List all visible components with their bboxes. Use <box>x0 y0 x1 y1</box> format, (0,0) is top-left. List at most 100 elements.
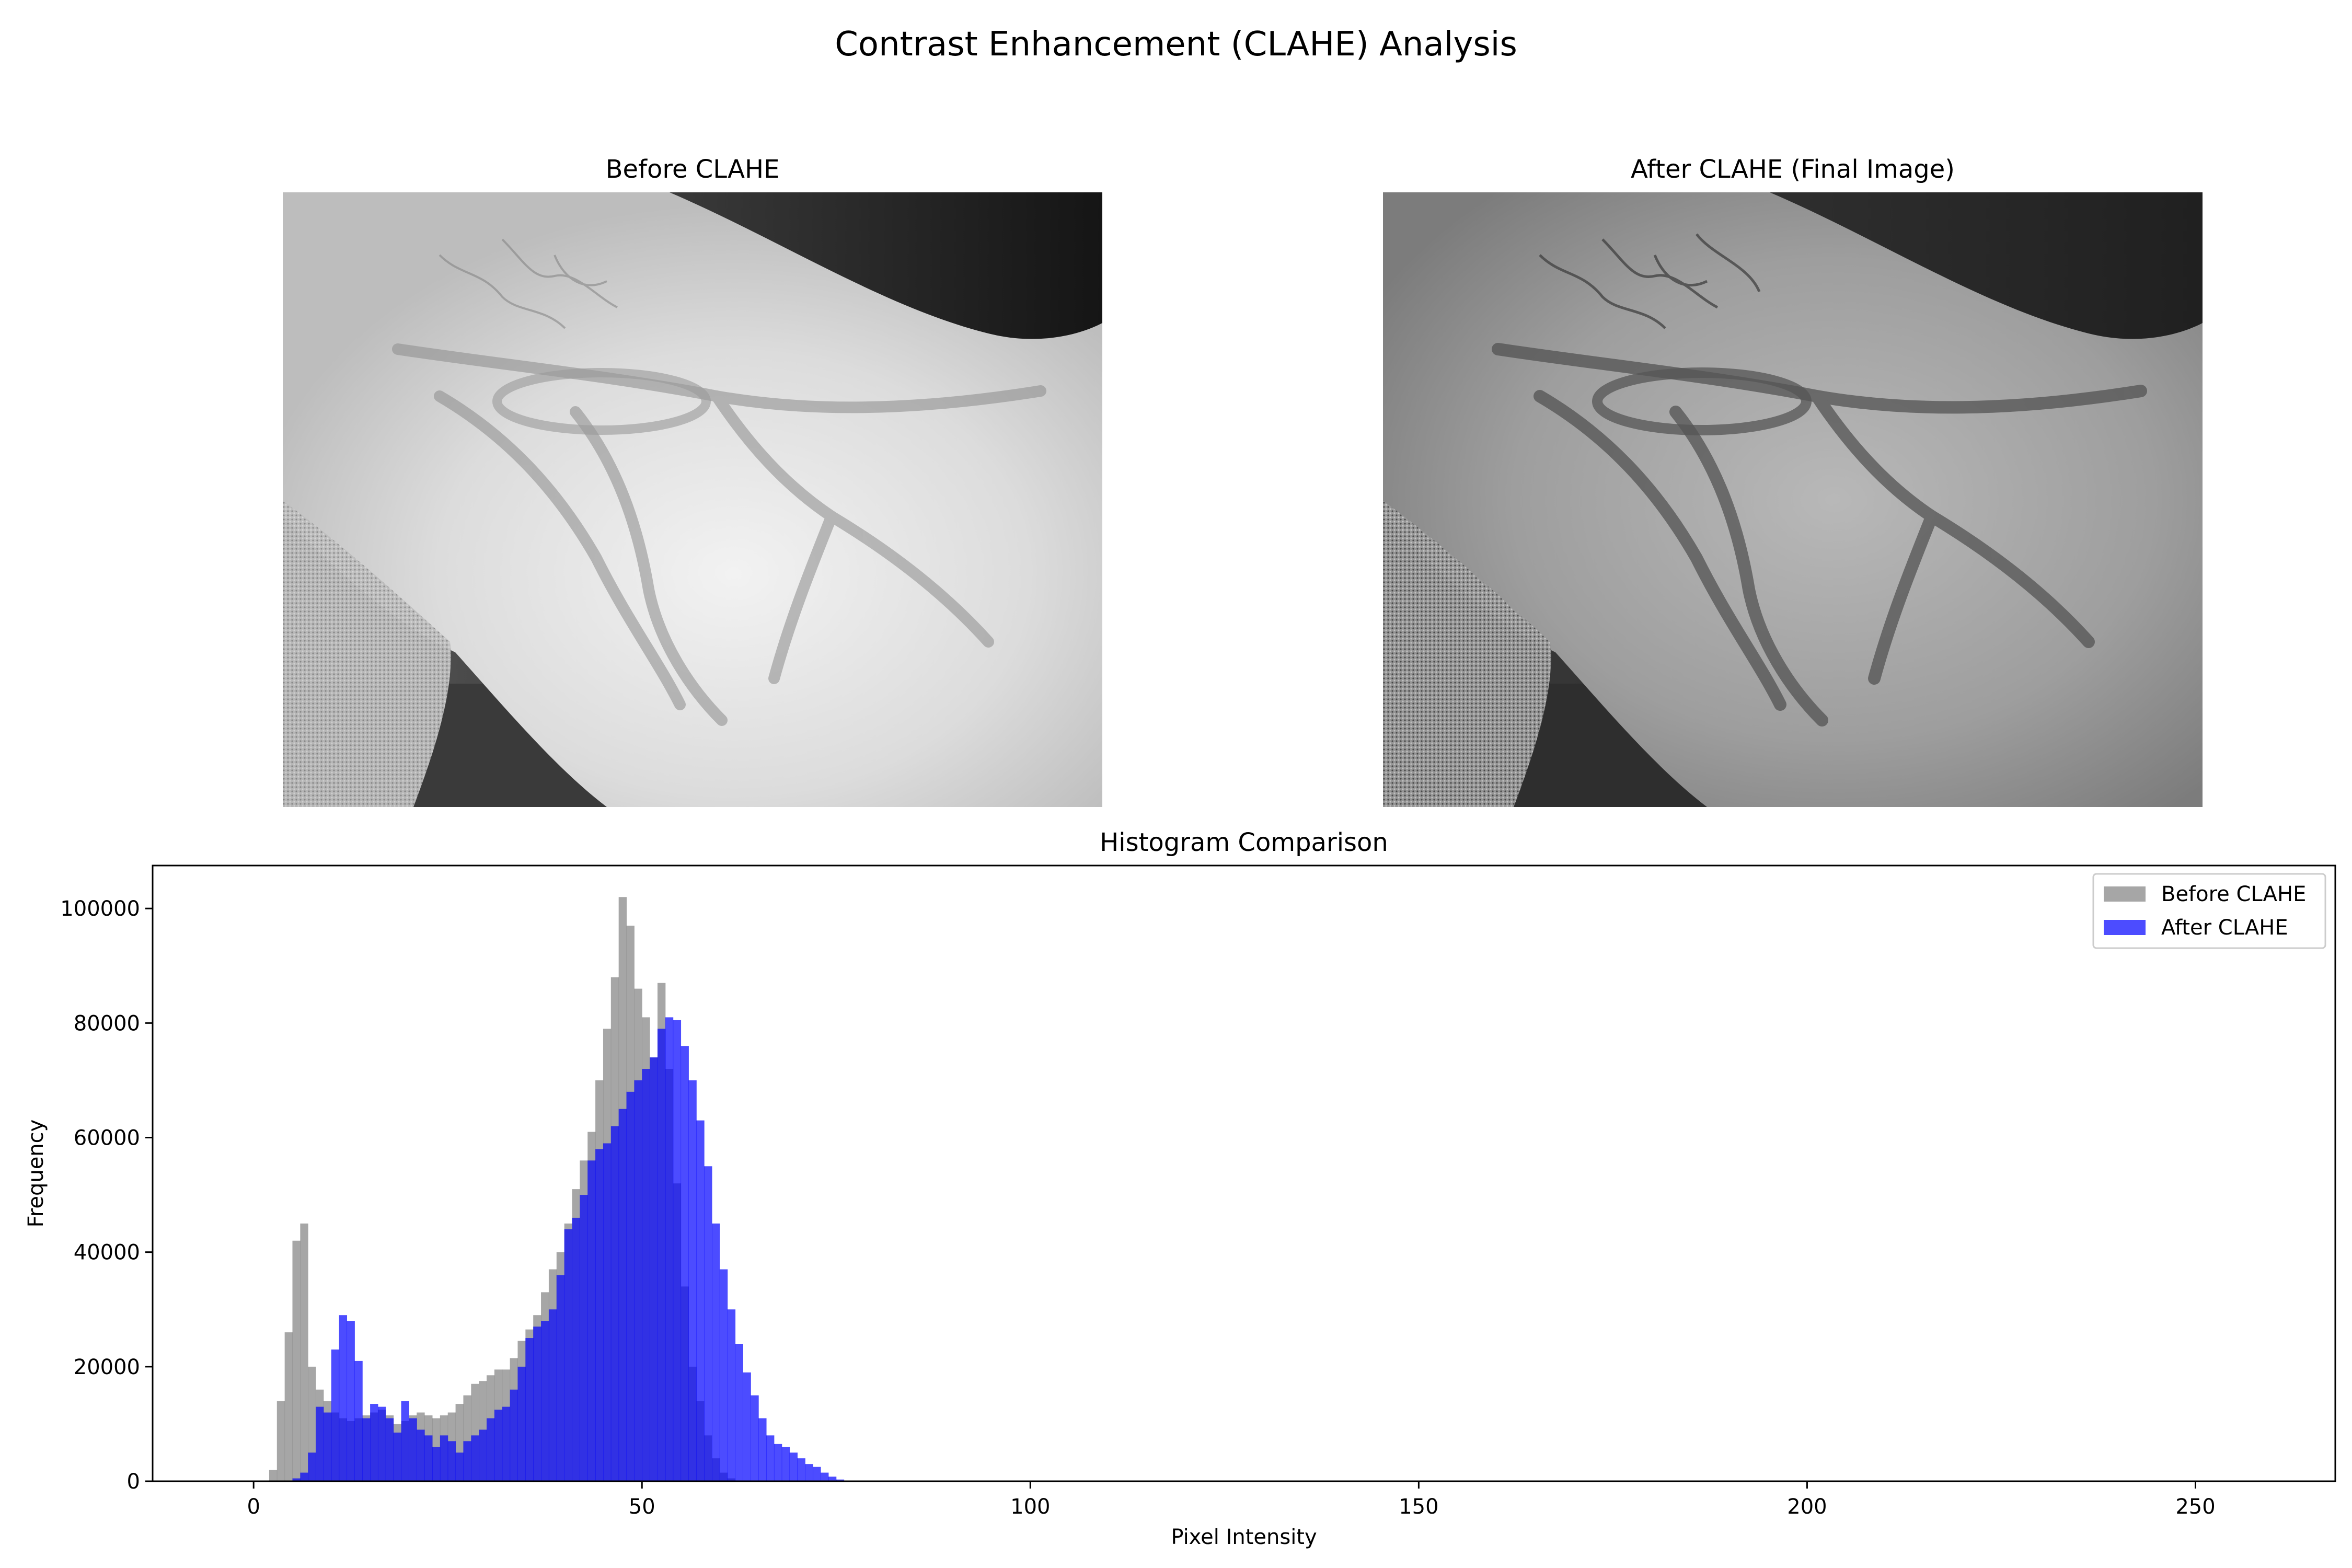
bar-after-clahe-57 <box>696 1120 705 1481</box>
bar-before-clahe-2 <box>269 1470 278 1481</box>
bar-before-clahe-3 <box>276 1401 285 1481</box>
legend-label-before-clahe: Before CLAHE <box>2161 882 2306 906</box>
series-after-clahe <box>292 1017 845 1481</box>
bar-after-clahe-30 <box>487 1418 495 1481</box>
x-tick-label: 150 <box>1399 1495 1438 1519</box>
bar-after-clahe-35 <box>525 1338 534 1481</box>
y-tick-label: 60000 <box>74 1126 140 1150</box>
y-tick-label: 100000 <box>60 897 140 921</box>
bar-after-clahe-45 <box>603 1143 612 1481</box>
bar-after-clahe-62 <box>735 1344 743 1481</box>
bar-after-clahe-17 <box>385 1418 394 1481</box>
bar-after-clahe-18 <box>393 1432 402 1481</box>
bar-after-clahe-31 <box>494 1410 503 1481</box>
y-tick-label: 80000 <box>74 1011 140 1035</box>
bar-after-clahe-40 <box>564 1229 573 1481</box>
x-tick-label: 250 <box>2175 1495 2215 1519</box>
bar-after-clahe-53 <box>665 1017 674 1481</box>
before-image-title: Before CLAHE <box>605 155 780 184</box>
bar-after-clahe-26 <box>455 1452 464 1481</box>
bar-after-clahe-16 <box>377 1406 386 1481</box>
bar-before-clahe-5 <box>292 1240 301 1481</box>
bar-after-clahe-68 <box>781 1447 790 1481</box>
bar-after-clahe-19 <box>401 1401 409 1481</box>
bar-after-clahe-12 <box>347 1321 355 1481</box>
histogram-title: Histogram Comparison <box>1100 828 1388 857</box>
bar-after-clahe-50 <box>642 1069 650 1481</box>
bar-after-clahe-48 <box>626 1091 635 1481</box>
y-tick-label: 0 <box>127 1470 140 1494</box>
bar-after-clahe-54 <box>673 1020 682 1481</box>
y-tick-label: 20000 <box>74 1355 140 1379</box>
bar-after-clahe-72 <box>813 1467 821 1481</box>
bar-after-clahe-70 <box>797 1458 805 1481</box>
bar-after-clahe-20 <box>409 1418 417 1481</box>
y-axis: 0 20000 40000 60000 80000 100000 <box>60 897 153 1494</box>
bar-after-clahe-24 <box>440 1435 448 1481</box>
bar-after-clahe-49 <box>634 1080 642 1481</box>
x-tick-label: 0 <box>247 1495 260 1519</box>
y-axis-label: Frequency <box>24 1120 48 1228</box>
bar-after-clahe-6 <box>300 1472 308 1481</box>
bar-after-clahe-14 <box>362 1418 371 1481</box>
bar-after-clahe-58 <box>704 1166 712 1481</box>
bar-after-clahe-25 <box>447 1441 456 1481</box>
bar-after-clahe-7 <box>308 1452 316 1481</box>
figure-title: Contrast Enhancement (CLAHE) Analysis <box>835 25 1517 64</box>
bar-after-clahe-71 <box>805 1464 813 1481</box>
x-axis: 0 50 100 150 200 250 <box>247 1481 2216 1519</box>
x-tick-label: 100 <box>1010 1495 1050 1519</box>
bar-after-clahe-75 <box>836 1479 845 1481</box>
bar-after-clahe-38 <box>548 1309 557 1481</box>
legend: Before CLAHE After CLAHE <box>2092 873 2326 949</box>
legend-swatch-after-clahe <box>2104 920 2146 935</box>
bar-after-clahe-55 <box>681 1046 689 1481</box>
bar-after-clahe-69 <box>789 1452 798 1481</box>
bar-after-clahe-60 <box>719 1269 728 1481</box>
x-axis-label: Pixel Intensity <box>1171 1525 1317 1549</box>
bar-after-clahe-63 <box>743 1372 751 1481</box>
bar-after-clahe-28 <box>471 1435 479 1481</box>
bar-after-clahe-27 <box>463 1441 471 1481</box>
bar-after-clahe-34 <box>517 1366 526 1481</box>
bar-after-clahe-51 <box>650 1057 658 1481</box>
bar-after-clahe-11 <box>339 1315 348 1481</box>
bar-after-clahe-67 <box>774 1444 782 1481</box>
bar-after-clahe-64 <box>751 1395 759 1481</box>
x-tick-label: 50 <box>629 1495 655 1519</box>
bar-after-clahe-5 <box>292 1478 301 1481</box>
bar-after-clahe-74 <box>828 1477 837 1481</box>
bar-before-clahe-6 <box>300 1223 308 1481</box>
bar-after-clahe-52 <box>657 1029 666 1481</box>
bar-after-clahe-22 <box>424 1435 433 1481</box>
bar-before-clahe-4 <box>284 1332 293 1481</box>
bar-after-clahe-33 <box>510 1389 518 1481</box>
y-tick-label: 40000 <box>74 1241 140 1265</box>
bar-after-clahe-13 <box>354 1361 363 1481</box>
bar-after-clahe-61 <box>727 1309 736 1481</box>
bar-after-clahe-73 <box>821 1472 829 1481</box>
bar-after-clahe-8 <box>316 1406 324 1481</box>
bar-after-clahe-21 <box>417 1429 425 1481</box>
legend-box <box>2092 873 2326 949</box>
before-clahe-image <box>283 192 1102 807</box>
bar-after-clahe-15 <box>370 1404 378 1481</box>
bar-after-clahe-29 <box>479 1429 487 1481</box>
bar-after-clahe-10 <box>331 1349 340 1481</box>
bar-after-clahe-66 <box>766 1435 775 1481</box>
after-image-title: After CLAHE (Final Image) <box>1630 155 1955 184</box>
bar-after-clahe-56 <box>688 1080 697 1481</box>
bar-after-clahe-41 <box>572 1217 580 1481</box>
legend-swatch-before-clahe <box>2104 886 2146 902</box>
bar-after-clahe-9 <box>323 1412 332 1481</box>
legend-label-after-clahe: After CLAHE <box>2161 916 2288 940</box>
bar-after-clahe-43 <box>587 1160 596 1481</box>
bar-after-clahe-47 <box>618 1109 627 1481</box>
after-clahe-image <box>1383 192 2203 807</box>
x-tick-label: 200 <box>1787 1495 1827 1519</box>
bar-after-clahe-32 <box>502 1406 511 1481</box>
bar-after-clahe-23 <box>432 1447 441 1481</box>
bar-after-clahe-59 <box>712 1223 720 1481</box>
bar-after-clahe-65 <box>758 1418 767 1481</box>
